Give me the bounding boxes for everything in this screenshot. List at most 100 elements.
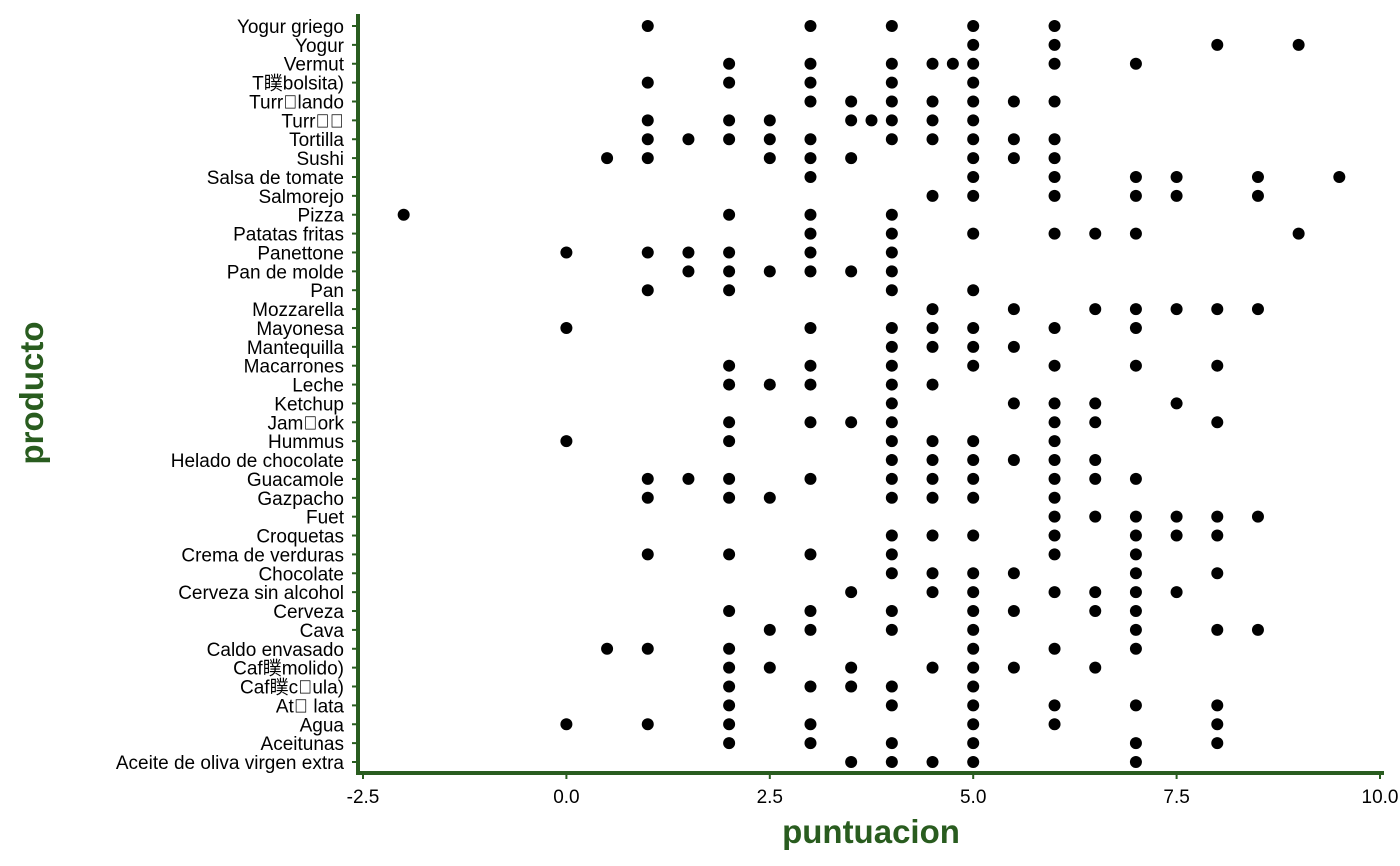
data-point	[723, 359, 736, 372]
data-point	[1129, 737, 1142, 750]
data-point	[885, 567, 898, 580]
data-point	[926, 95, 939, 108]
data-point	[885, 133, 898, 146]
x-axis-title: puntuacion	[782, 813, 960, 850]
data-point	[804, 718, 817, 731]
data-point	[1089, 472, 1102, 485]
data-point	[1048, 321, 1061, 334]
data-point	[641, 20, 654, 32]
data-point	[885, 57, 898, 70]
data-point	[804, 378, 817, 391]
y-tick-label: Pan	[310, 281, 344, 302]
data-point	[1048, 642, 1061, 655]
data-point	[967, 170, 980, 183]
data-point	[1129, 170, 1142, 183]
data-point	[1089, 510, 1102, 523]
data-point	[967, 661, 980, 674]
data-point	[804, 95, 817, 108]
data-point	[1048, 359, 1061, 372]
data-point	[1129, 472, 1142, 485]
data-point	[967, 76, 980, 89]
y-tick-label: Crema de verduras	[181, 545, 344, 566]
data-point	[1129, 642, 1142, 655]
data-point	[641, 548, 654, 561]
y-tick-label: Pizza	[298, 206, 345, 227]
data-point	[1089, 416, 1102, 429]
y-tick-label: Helado de chocolate	[171, 451, 344, 472]
data-point	[804, 76, 817, 89]
data-point	[926, 454, 939, 467]
data-point	[1129, 567, 1142, 580]
data-point	[1129, 605, 1142, 618]
data-point	[926, 340, 939, 353]
data-point	[723, 680, 736, 693]
data-point	[885, 491, 898, 504]
data-point	[1129, 586, 1142, 599]
data-point	[1048, 548, 1061, 561]
data-point	[723, 284, 736, 297]
data-point	[804, 737, 817, 750]
data-point	[763, 152, 776, 165]
data-point	[1251, 170, 1264, 183]
data-point	[1007, 454, 1020, 467]
data-point	[723, 548, 736, 561]
data-point	[723, 472, 736, 485]
data-point	[1251, 623, 1264, 636]
data-point	[682, 472, 695, 485]
y-tick-labels: Aceite de oliva virgen extraAceitunasAgu…	[116, 17, 345, 774]
data-point	[1129, 189, 1142, 202]
data-point	[885, 208, 898, 221]
data-point	[804, 265, 817, 278]
data-point	[804, 605, 817, 618]
data-point	[1048, 718, 1061, 731]
y-tick-label: Mozzarella	[252, 300, 344, 321]
data-point	[1089, 605, 1102, 618]
data-point	[804, 152, 817, 165]
data-point	[885, 321, 898, 334]
data-point	[967, 472, 980, 485]
data-point	[885, 623, 898, 636]
data-point	[804, 20, 817, 32]
data-point	[804, 472, 817, 485]
y-tick-label: Vermut	[284, 55, 345, 76]
data-point	[967, 718, 980, 731]
data-point	[1089, 397, 1102, 410]
y-tick-label: Mayonesa	[256, 319, 344, 340]
data-point	[804, 227, 817, 240]
data-point	[723, 661, 736, 674]
data-point	[723, 416, 736, 429]
data-point	[967, 680, 980, 693]
data-point	[967, 95, 980, 108]
data-point	[1129, 756, 1142, 768]
data-point	[885, 284, 898, 297]
data-point	[1048, 152, 1061, 165]
data-point	[723, 378, 736, 391]
data-point	[560, 321, 573, 334]
data-point	[967, 340, 980, 353]
data-point	[967, 699, 980, 712]
data-point	[926, 321, 939, 334]
data-point	[967, 20, 980, 32]
data-point	[926, 303, 939, 316]
x-tick-label: 7.5	[1163, 787, 1189, 808]
data-point	[804, 416, 817, 429]
data-point	[967, 435, 980, 448]
data-point	[804, 680, 817, 693]
data-point	[1170, 303, 1183, 316]
data-point	[1129, 359, 1142, 372]
y-tick-label: Cerveza sin alcohol	[178, 583, 344, 604]
data-point	[926, 472, 939, 485]
data-point	[641, 642, 654, 655]
data-point	[1211, 529, 1224, 542]
data-point	[967, 57, 980, 70]
y-tick-label: Macarrones	[244, 357, 344, 378]
data-point	[967, 227, 980, 240]
data-point	[967, 529, 980, 542]
data-point	[1007, 133, 1020, 146]
data-point	[1048, 699, 1061, 712]
data-point	[885, 227, 898, 240]
data-point	[885, 265, 898, 278]
data-point	[1333, 170, 1346, 183]
data-point	[1129, 321, 1142, 334]
data-point	[723, 718, 736, 731]
